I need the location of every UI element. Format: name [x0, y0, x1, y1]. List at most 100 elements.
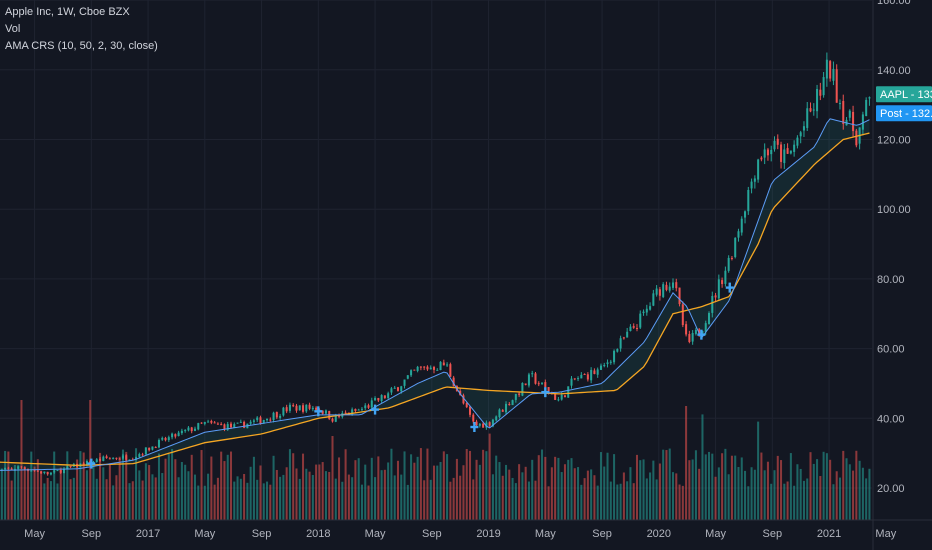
candle-body [724, 270, 727, 284]
volume-bar [816, 459, 819, 520]
candle-body [665, 284, 668, 290]
legend-symbol[interactable]: Apple Inc, 1W, Cboe BZX [5, 6, 130, 18]
candle-body [324, 410, 327, 414]
volume-bar [462, 465, 465, 520]
volume-bar [495, 455, 498, 520]
candle-body [17, 466, 20, 469]
candle-body [744, 211, 747, 218]
candle-body [46, 471, 49, 475]
candle-body [514, 393, 517, 400]
candle-body [193, 428, 197, 431]
volume-bar [184, 464, 187, 520]
volume-bar [505, 464, 508, 520]
volume-bar [832, 484, 835, 520]
volume-bar [629, 467, 632, 520]
volume-bar [99, 452, 102, 520]
volume-bar [671, 472, 675, 520]
candle-body [302, 405, 305, 412]
candle-body [527, 374, 530, 386]
volume-bar [239, 478, 242, 520]
volume-bar [63, 472, 66, 520]
volume-bar [213, 484, 216, 520]
volume-bar [439, 462, 442, 520]
candle-body [734, 237, 737, 258]
candle-body [85, 461, 88, 466]
volume-bar [724, 448, 727, 520]
candle-body [622, 337, 625, 339]
candle-body [357, 409, 360, 411]
volume-bar [285, 467, 288, 520]
volume-bar [13, 464, 16, 520]
volume-bar [308, 471, 311, 520]
candle-body [56, 470, 59, 472]
candle-body [288, 404, 291, 411]
volume-bar [23, 466, 26, 520]
candle-body [707, 313, 711, 325]
volume-bar [233, 481, 236, 520]
volume-bar [465, 449, 468, 520]
candle-body [475, 421, 478, 426]
candle-body [285, 407, 288, 412]
volume-bar [763, 470, 766, 520]
volume-bar [606, 452, 609, 520]
post-price-tag [876, 105, 932, 122]
volume-bar [236, 476, 239, 520]
candle-body [832, 68, 835, 81]
candle-body [780, 144, 783, 162]
candle-body [449, 364, 452, 377]
volume-bar [655, 479, 658, 520]
volume-bar [442, 451, 445, 520]
volume-bar [793, 485, 796, 520]
legend-volume[interactable]: Vol [5, 23, 21, 35]
volume-bar [468, 450, 472, 520]
candle-body [541, 382, 544, 384]
candle-body [315, 407, 318, 410]
chart-legend: Apple Inc, 1W, Cboe BZX Vol AMA CRS (10,… [5, 4, 158, 55]
volume-bar [508, 469, 511, 520]
candle-body [468, 406, 472, 415]
candle-body [452, 377, 455, 387]
candle-body [783, 149, 786, 164]
volume-bar [704, 454, 707, 520]
candle-body [144, 447, 147, 455]
candle-body [714, 295, 717, 298]
volume-bar [161, 473, 164, 520]
candle-body [603, 364, 606, 367]
volume-bar [544, 456, 547, 520]
volume-bar [423, 480, 426, 520]
volume-bar [737, 466, 740, 520]
volume-bar [360, 484, 363, 520]
volume-bar [302, 453, 305, 520]
volume-bar [393, 475, 396, 520]
volume-bar [203, 485, 206, 520]
volume-bar [292, 453, 295, 520]
volume-bar [429, 479, 432, 520]
candle-body [632, 326, 635, 328]
volume-bar [577, 467, 580, 520]
candle-body [63, 468, 66, 474]
volume-bar [848, 464, 851, 520]
volume-bar [580, 484, 583, 520]
volume-bar [799, 468, 802, 520]
candle-body [485, 422, 488, 428]
volume-bar [174, 459, 177, 520]
legend-indicator[interactable]: AMA CRS (10, 50, 2, 30, close) [5, 40, 158, 52]
volume-bar [514, 483, 517, 520]
last-price-tag [876, 86, 932, 103]
candle-body [249, 421, 252, 424]
candle-body [256, 417, 259, 421]
volume-bar [557, 457, 560, 520]
volume-bar [177, 477, 180, 520]
volume-bar [865, 478, 868, 520]
volume-bar [678, 484, 681, 520]
candle-body [694, 329, 697, 334]
volume-bar [550, 467, 553, 520]
candle-body [825, 59, 828, 79]
candle-body [20, 466, 23, 468]
candle-body [108, 458, 111, 460]
candle-body [554, 394, 557, 400]
volume-bar [200, 450, 203, 520]
volume-bar [855, 450, 858, 520]
candle-body [678, 287, 681, 305]
